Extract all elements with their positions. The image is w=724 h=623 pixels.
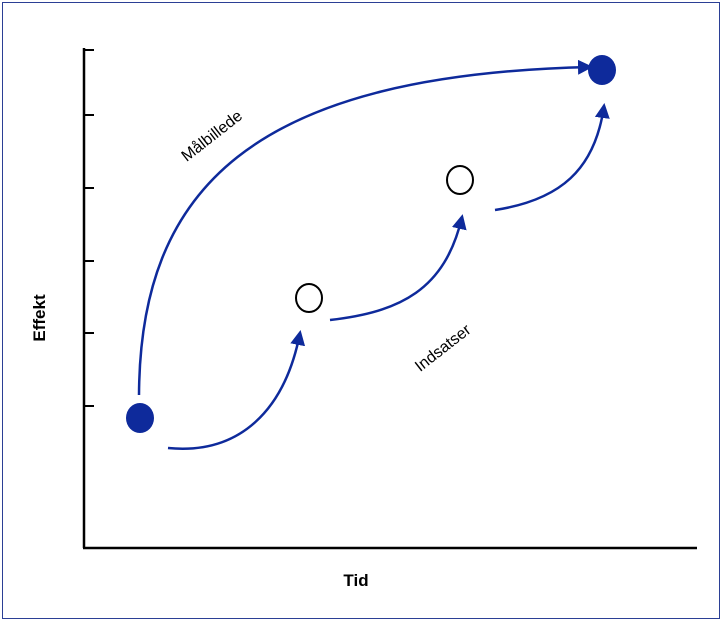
intermediate-node-open [295, 283, 323, 313]
step-arrow-1 [167, 330, 306, 450]
intermediate-node-open [446, 165, 474, 195]
step-arrow-2 [329, 214, 467, 322]
step-arrow-3 [494, 103, 610, 212]
target-node-filled [588, 55, 616, 85]
target-curve-arrow [137, 59, 593, 396]
target-curve-label: Målbillede [178, 107, 246, 166]
start-node-filled [126, 403, 154, 433]
steps-label: Indsatser [412, 321, 475, 375]
y-axis-label: Effekt [30, 294, 49, 342]
x-axis-label: Tid [343, 571, 368, 590]
